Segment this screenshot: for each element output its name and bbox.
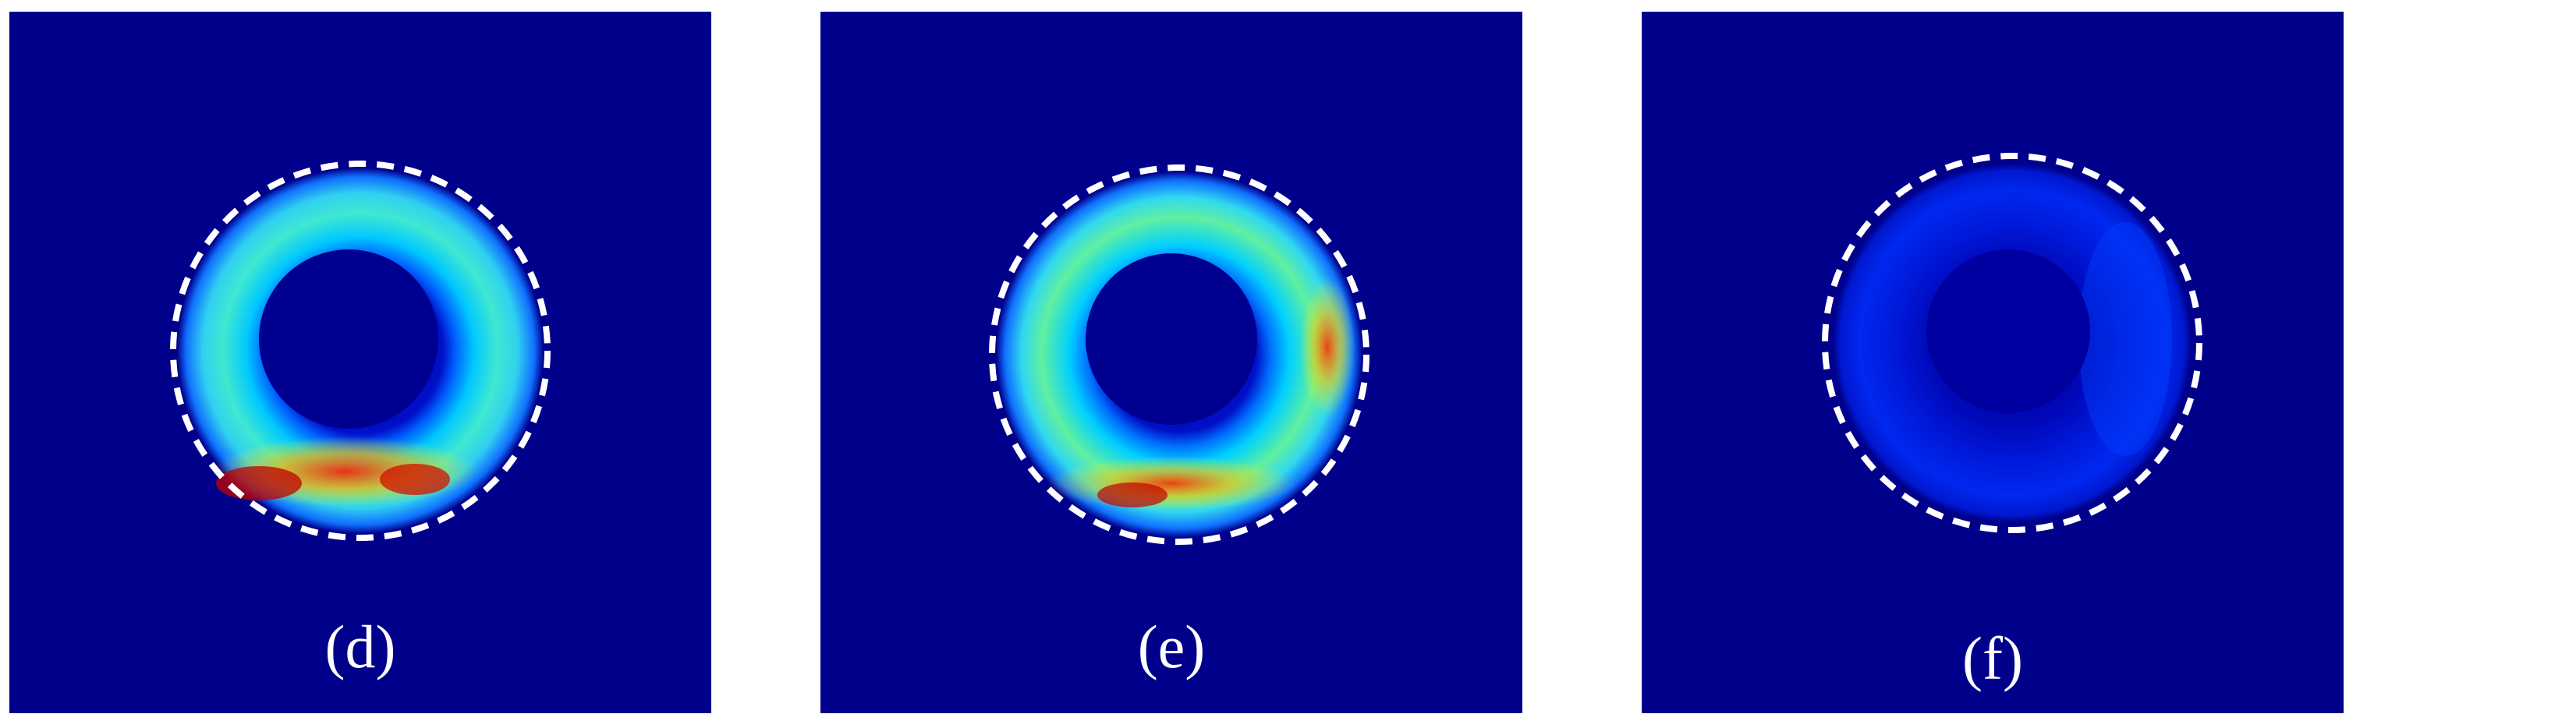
panel-e-hot-spot: [1097, 482, 1168, 507]
panel-d-image: (d): [9, 12, 711, 713]
panel-e-hot-side: [1300, 277, 1355, 417]
panel-d-label: (d): [324, 613, 396, 680]
panel-e-heatmap: [989, 164, 1369, 545]
panel-f-heatmap: [1822, 153, 2202, 533]
panel-e-center: [1086, 253, 1257, 425]
panel-e-hot-band: [1047, 456, 1296, 511]
panel-e-image: (e): [820, 12, 1522, 713]
panel-f-bright-arc: [2078, 222, 2172, 456]
panel-f-label: (f): [1962, 624, 2023, 692]
panel-f-outline: [1822, 153, 2202, 533]
panel-e-outline: [989, 164, 1369, 545]
panel-d-heatmap: [170, 161, 551, 541]
panel-f-image: (f): [1642, 12, 2344, 713]
panel-d-hot-spot: [380, 464, 450, 495]
panel-f-center: [1926, 249, 2090, 413]
panel-d-hot-spot: [216, 466, 302, 500]
panel-d-center: [259, 249, 438, 429]
panel-d-outline: [170, 161, 551, 541]
panel-e-label: (e): [1137, 613, 1206, 680]
